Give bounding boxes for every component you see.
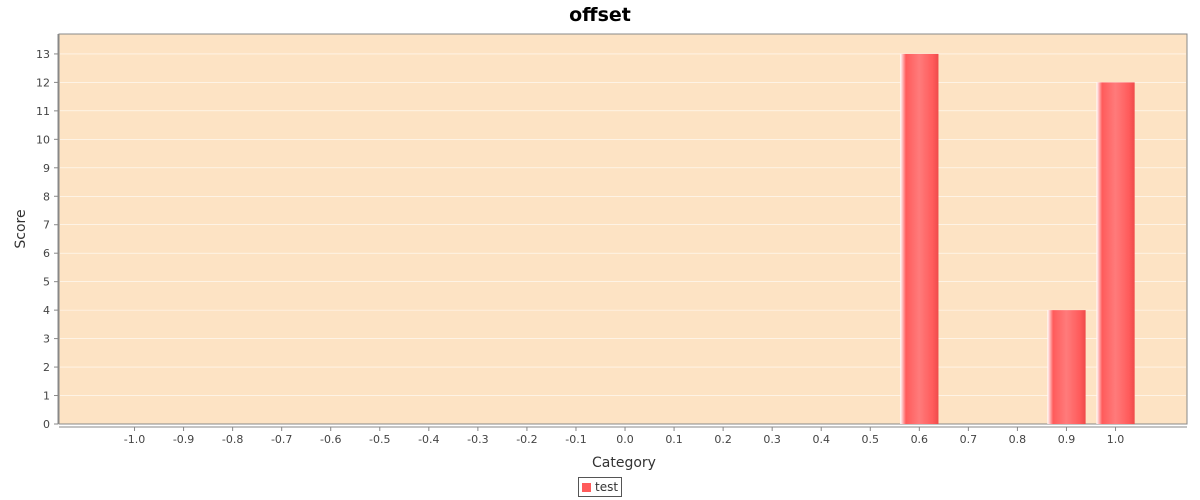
chart-title: offset xyxy=(569,4,631,26)
x-tick-label: -0.6 xyxy=(320,433,341,446)
x-tick-label: 0.0 xyxy=(616,433,634,446)
x-tick-label: -0.2 xyxy=(516,433,537,446)
gridlines xyxy=(60,53,1186,396)
y-tick-label: 3 xyxy=(43,333,50,346)
y-tick-label: 13 xyxy=(36,48,50,61)
x-axis-title: Category xyxy=(592,455,656,471)
y-tick-label: 10 xyxy=(36,133,50,146)
legend-label: test xyxy=(595,480,619,494)
x-tick-label: -0.1 xyxy=(565,433,586,446)
y-tick-label: 12 xyxy=(36,76,50,89)
x-tick-label: -0.7 xyxy=(271,433,292,446)
y-tick-label: 5 xyxy=(43,276,50,289)
x-tick-label: -0.3 xyxy=(467,433,488,446)
legend-swatch xyxy=(582,482,591,492)
y-tick-label: 6 xyxy=(43,247,50,260)
x-tick-label: 0.9 xyxy=(1058,433,1076,446)
x-tick-label: 0.5 xyxy=(862,433,880,446)
x-tick-label: -0.9 xyxy=(173,433,194,446)
y-tick-label: 1 xyxy=(43,390,50,403)
x-tick-label: 0.4 xyxy=(812,433,830,446)
x-tick-label: 0.1 xyxy=(665,433,683,446)
y-axis-title: Score xyxy=(13,209,29,248)
x-tick-label: 1.0 xyxy=(1107,433,1125,446)
x-tick-label: 0.8 xyxy=(1009,433,1027,446)
x-tick-label: 0.7 xyxy=(960,433,978,446)
x-tick-label: -0.4 xyxy=(418,433,439,446)
bar xyxy=(900,53,939,425)
x-tick-label: 0.3 xyxy=(763,433,781,446)
y-tick-label: 11 xyxy=(36,105,50,118)
y-tick-label: 2 xyxy=(43,361,50,374)
bar xyxy=(1047,310,1086,424)
bars xyxy=(900,53,1135,425)
y-tick-label: 0 xyxy=(43,418,50,431)
x-tick-label: 0.6 xyxy=(911,433,929,446)
x-tick-label: -1.0 xyxy=(124,433,145,446)
bar xyxy=(1096,82,1135,424)
y-tick-label: 7 xyxy=(43,219,50,232)
y-tick-label: 4 xyxy=(43,304,50,317)
plot-area xyxy=(58,33,1188,425)
x-tick-label: -0.5 xyxy=(369,433,390,446)
y-tick-label: 9 xyxy=(43,162,50,175)
legend: test xyxy=(578,477,623,497)
x-tick-label: -0.8 xyxy=(222,433,243,446)
x-axis: -1.0 -0.9 -0.8 -0.7 -0.6 -0.5 -0.4 -0.3 -0.2 -0.1… xyxy=(59,426,1187,446)
x-tick-label: 0.2 xyxy=(714,433,732,446)
y-tick-label: 8 xyxy=(43,190,50,203)
